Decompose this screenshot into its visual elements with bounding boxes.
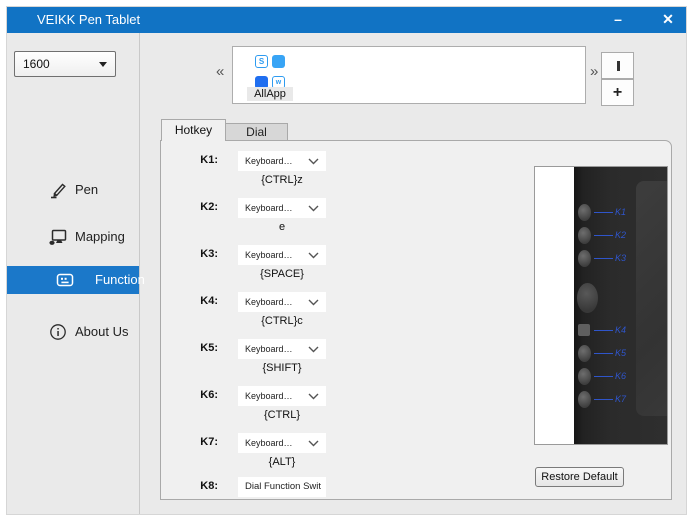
tablet-button-k4 (578, 324, 590, 336)
monitor-icon (48, 227, 68, 247)
hotkey-row-label: K5: (200, 342, 218, 354)
allapp-icon-sq1: S (255, 55, 268, 68)
hotkey-row-label: K7: (200, 436, 218, 448)
title-bar: VEIKK Pen Tablet – ✕ (7, 7, 686, 33)
hotkey-k7-select[interactable]: Keyboard… (238, 433, 326, 453)
tab-hotkey[interactable]: Hotkey (161, 119, 226, 141)
preview-label-k5: K5 (615, 348, 627, 358)
chevron-down-icon (99, 62, 107, 67)
info-icon (48, 322, 68, 342)
chevron-down-icon (308, 299, 319, 306)
resolution-value: 1600 (23, 57, 50, 71)
add-app-button[interactable]: + (601, 79, 634, 106)
preview-label-k6: K6 (615, 371, 627, 381)
hotkey-k1-value: {CTRL}z (261, 174, 303, 186)
allapp-icon: S w (255, 55, 285, 89)
restore-default-button[interactable]: Restore Default (535, 467, 624, 487)
hotkey-k6-select[interactable]: Keyboard… (238, 386, 326, 406)
hotkey-k5-value: {SHIFT} (262, 362, 302, 374)
allapp-icon-sq2 (272, 55, 285, 68)
keypad-icon (55, 270, 75, 290)
sidebar-item-label: Pen (75, 182, 99, 197)
prev-apps-chevron[interactable]: « (216, 63, 225, 80)
tablet-dial (577, 283, 598, 313)
sidebar-item-mapping[interactable]: Mapping (7, 223, 139, 251)
hotkey-k6-value: {CTRL} (263, 409, 301, 421)
sidebar-item-pen[interactable]: Pen (7, 176, 139, 204)
hotkey-k3-select[interactable]: Keyboard… (238, 245, 326, 265)
next-apps-chevron[interactable]: » (590, 63, 599, 80)
tab-dial[interactable]: Dial (225, 123, 288, 140)
chevron-down-icon (308, 252, 319, 259)
hotkey-k5-select[interactable]: Keyboard… (238, 339, 326, 359)
minus-icon (617, 61, 620, 71)
chevron-down-icon (308, 205, 319, 212)
app-window: VEIKK Pen Tablet – ✕ 1600 Pen Mapping (6, 6, 687, 515)
tablet-preview-image: K1 K2 K3 K4 K5 K6 K7 (534, 166, 668, 445)
chevron-down-icon (308, 346, 319, 353)
tablet-screen-edge (636, 181, 667, 416)
chevron-down-icon (308, 393, 319, 400)
app-list: S w AllApp (232, 46, 586, 104)
chevron-down-icon (308, 158, 319, 165)
resolution-dropdown[interactable]: 1600 (14, 51, 116, 77)
hotkey-row-label: K6: (200, 389, 218, 401)
hotkey-row-label: K4: (200, 295, 218, 307)
tablet-button-k3 (578, 250, 591, 267)
allapp-icon-sq3 (255, 76, 268, 89)
tablet-button-k1 (578, 204, 591, 221)
preview-label-k2: K2 (615, 230, 627, 240)
tablet-button-k5 (578, 345, 591, 362)
hotkey-k2-select[interactable]: Keyboard… (238, 198, 326, 218)
close-button[interactable]: ✕ (662, 11, 674, 27)
hotkey-k3-value: {SPACE} (260, 268, 304, 280)
tablet-button-k6 (578, 368, 591, 385)
sidebar-item-function[interactable]: Function (7, 266, 145, 294)
hotkey-row-label: K1: (200, 154, 218, 166)
app-item-label: AllApp (247, 87, 293, 101)
hotkey-row-label: K8: (200, 480, 218, 492)
hotkey-k4-value: {CTRL}c (261, 315, 303, 327)
tablet-button-k7 (578, 391, 591, 408)
hotkey-k7-value: {ALT} (268, 456, 296, 468)
hotkey-row-label: K3: (200, 248, 218, 260)
remove-app-button[interactable] (601, 52, 634, 79)
minimize-button[interactable]: – (614, 11, 622, 27)
hotkey-k8-select[interactable]: Dial Function Swit (238, 477, 326, 497)
preview-label-k4: K4 (615, 325, 627, 335)
tablet-button-k2 (578, 227, 591, 244)
hotkey-row-label: K2: (200, 201, 218, 213)
preview-label-k1: K1 (615, 207, 627, 217)
preview-label-k3: K3 (615, 253, 627, 263)
window-title: VEIKK Pen Tablet (37, 12, 141, 27)
sidebar-item-label: About Us (75, 324, 129, 339)
sidebar-item-label: Function (95, 272, 145, 287)
preview-label-k7: K7 (615, 394, 627, 404)
hotkey-k2-value: e (278, 221, 286, 233)
sidebar-item-label: Mapping (75, 229, 125, 244)
hotkey-k4-select[interactable]: Keyboard… (238, 292, 326, 312)
chevron-down-icon (308, 440, 319, 447)
pen-icon (48, 180, 68, 200)
sidebar-item-about[interactable]: About Us (7, 318, 139, 346)
tablet-photo: K1 K2 K3 K4 K5 K6 K7 (574, 167, 667, 444)
sidebar-divider (139, 33, 140, 514)
hotkey-k1-select[interactable]: Keyboard… (238, 151, 326, 171)
